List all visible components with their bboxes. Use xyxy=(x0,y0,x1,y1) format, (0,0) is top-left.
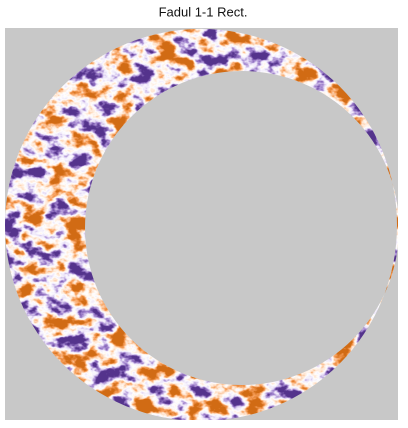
title: Fadul 1-1 Rect. xyxy=(159,4,248,19)
